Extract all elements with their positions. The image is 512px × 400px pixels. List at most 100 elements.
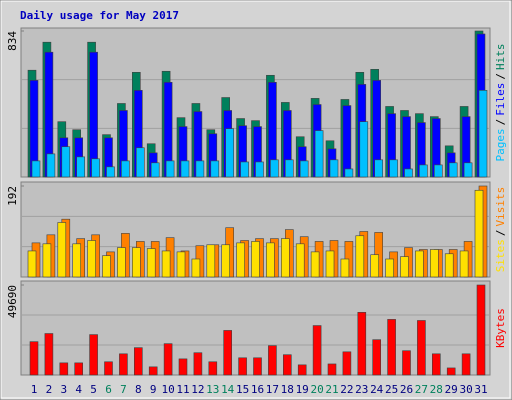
x-tick-label: 12 — [191, 383, 204, 396]
bar — [299, 160, 309, 178]
bar — [344, 168, 354, 178]
bar — [221, 244, 230, 278]
bar — [29, 341, 39, 376]
x-tick-label: 3 — [60, 383, 67, 396]
bar — [236, 242, 245, 278]
bar — [312, 325, 322, 376]
bar — [163, 343, 173, 376]
bar — [31, 160, 41, 178]
bar — [106, 166, 115, 178]
x-tick-label: 25 — [385, 383, 398, 396]
bar — [42, 243, 52, 278]
x-tick-label: 1 — [31, 383, 38, 396]
x-tick-label: 15 — [236, 383, 249, 396]
bar — [402, 350, 411, 376]
bar — [415, 250, 424, 278]
y-tick-label: 49690 — [6, 285, 19, 318]
x-tick-label: 2 — [46, 383, 53, 396]
bar — [459, 250, 469, 278]
bar — [238, 357, 247, 376]
bar — [225, 128, 234, 178]
bar — [72, 243, 81, 278]
legend: KBytes — [494, 308, 507, 348]
bar — [148, 366, 158, 376]
bar — [255, 161, 264, 178]
bar — [270, 159, 279, 178]
bar — [374, 159, 384, 178]
bar — [325, 250, 335, 278]
bar — [314, 130, 324, 178]
bar — [195, 160, 205, 178]
bar — [310, 251, 320, 278]
bar — [89, 334, 98, 376]
bar — [342, 105, 352, 178]
legend-separator: / — [494, 73, 507, 80]
bar — [134, 347, 143, 376]
bar — [446, 367, 456, 376]
x-tick-label: 10 — [161, 383, 174, 396]
x-tick-label: 6 — [105, 383, 112, 396]
bar — [340, 258, 350, 278]
legend: Sites / Visits — [494, 187, 507, 273]
x-tick-label: 30 — [459, 383, 472, 396]
x-tick-label: 23 — [355, 383, 368, 396]
bar — [463, 162, 473, 178]
legend-entry: Files — [494, 83, 507, 116]
bar — [404, 168, 413, 178]
x-tick-label: 20 — [310, 383, 323, 396]
bar — [57, 222, 67, 278]
x-tick-label: 21 — [325, 383, 338, 396]
bar — [359, 121, 369, 178]
y-tick-label: 834 — [6, 31, 19, 51]
bar — [76, 156, 85, 178]
bar — [385, 258, 394, 278]
bar — [355, 235, 365, 278]
bar — [146, 248, 156, 278]
bar — [27, 250, 37, 278]
x-tick-label: 31 — [474, 383, 487, 396]
bar — [61, 146, 71, 178]
bar — [329, 159, 339, 178]
legend-separator: / — [494, 119, 507, 126]
bar — [417, 320, 426, 376]
bar — [266, 242, 275, 278]
bar — [87, 240, 96, 278]
bar — [176, 251, 186, 278]
x-tick-label: 4 — [75, 383, 82, 396]
bar — [89, 51, 98, 178]
x-tick-label: 19 — [296, 383, 309, 396]
bar — [180, 160, 190, 178]
x-tick-label: 17 — [266, 383, 279, 396]
x-tick-label: 7 — [120, 383, 127, 396]
x-tick-label: 18 — [281, 383, 294, 396]
bar — [121, 160, 130, 178]
bar — [448, 162, 458, 178]
bar — [251, 241, 260, 278]
x-tick-label: 28 — [430, 383, 443, 396]
bar — [240, 161, 249, 178]
bar — [210, 160, 220, 178]
bar — [150, 162, 160, 178]
bar — [433, 164, 443, 178]
bar — [268, 345, 277, 376]
bar — [161, 250, 171, 278]
x-tick-label: 9 — [150, 383, 157, 396]
bar — [74, 362, 83, 376]
bar — [327, 363, 337, 376]
x-tick-label: 27 — [415, 383, 428, 396]
bar — [419, 164, 428, 178]
bar — [444, 253, 454, 278]
legend-entry: Visits — [494, 187, 507, 227]
bar — [295, 243, 305, 278]
bar — [387, 319, 396, 376]
bar — [400, 256, 409, 278]
bar — [117, 247, 126, 278]
x-tick-label: 14 — [221, 383, 235, 396]
bar — [474, 189, 484, 278]
bar — [136, 147, 145, 178]
bar — [178, 358, 188, 376]
bar — [342, 351, 352, 376]
bar — [280, 238, 290, 278]
